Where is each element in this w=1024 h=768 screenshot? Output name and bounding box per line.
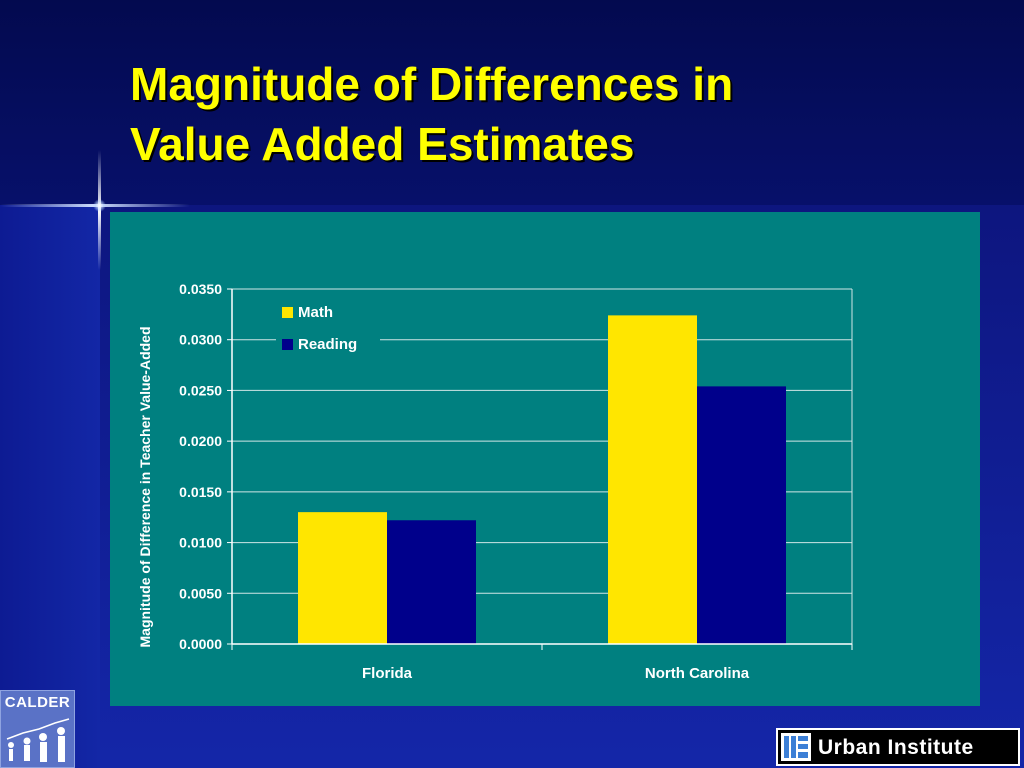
header-band	[0, 0, 1024, 205]
y-tick-label: 0.0350	[179, 281, 222, 297]
legend: Math Reading	[276, 298, 380, 354]
bar-math-florida	[298, 512, 387, 644]
slide-title: Magnitude of Differences in Value Added …	[130, 54, 990, 174]
x-tick-label: North Carolina	[645, 665, 750, 682]
x-tick-label: Florida	[362, 665, 413, 682]
legend-box	[276, 298, 380, 354]
legend-label-math: Math	[298, 304, 333, 321]
y-tick-label: 0.0200	[179, 433, 222, 449]
y-tick-label: 0.0100	[179, 535, 222, 551]
slide-title-line-2: Value Added Estimates	[130, 118, 635, 170]
calder-logo-text: CALDER	[4, 694, 71, 711]
legend-swatch-math	[282, 307, 293, 318]
urban-institute-icon	[781, 733, 811, 761]
y-tick-label: 0.0150	[179, 484, 222, 500]
y-tick-label: 0.0300	[179, 332, 222, 348]
calder-logo: CALDER	[0, 690, 75, 768]
legend-label-reading: Reading	[298, 336, 357, 353]
bar-reading-north-carolina	[697, 386, 786, 644]
legend-swatch-reading	[282, 339, 293, 350]
light-flare-center	[93, 199, 106, 212]
chart-panel: 0.0000 0.0050 0.0100 0.0150 0.0200 0.0250 0.03…	[110, 212, 980, 706]
y-tick-label: 0.0000	[179, 636, 222, 652]
slide-title-line-1: Magnitude of Differences in	[130, 58, 734, 110]
axis-layer: 0.0000 0.0050 0.0100 0.0150 0.0200 0.0250 0.03…	[179, 281, 853, 682]
calder-figures-icon	[6, 718, 70, 762]
y-axis-label: Magnitude of Difference in Teacher Value…	[137, 326, 153, 647]
bar-reading-florida	[387, 520, 476, 644]
bars-layer	[298, 315, 786, 644]
y-tick-label: 0.0050	[179, 585, 222, 601]
urban-institute-text: Urban Institute	[818, 736, 974, 759]
left-band	[0, 205, 100, 768]
bar-math-north-carolina	[608, 315, 697, 644]
bar-chart: 0.0000 0.0050 0.0100 0.0150 0.0200 0.0250 0.03…	[137, 281, 853, 682]
urban-institute-logo: Urban Institute	[776, 728, 1020, 766]
y-tick-label: 0.0250	[179, 382, 222, 398]
